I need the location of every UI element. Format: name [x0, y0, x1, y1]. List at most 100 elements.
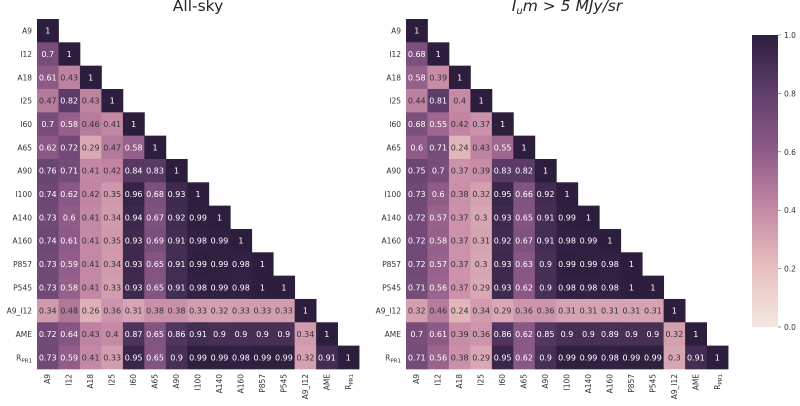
heatmap-cell-a9_i12-i100: [556, 298, 579, 323]
heatmap-cell-i25-i25: [101, 88, 124, 113]
x-tick-label-p857: P857: [258, 374, 267, 393]
cell-value-label: 0.37: [451, 167, 469, 176]
heatmap-cell-i25-a18: [448, 88, 471, 113]
cell-value-label: 0.65: [146, 283, 164, 292]
cell-value-label: 0.4: [106, 330, 119, 339]
heatmap-cell-a9_i12-a160: [599, 298, 622, 323]
cell-value-label: 1: [303, 307, 308, 316]
heatmap-cell-p545-a65: [144, 275, 167, 300]
x-tick-label-a140: A140: [584, 374, 593, 394]
cell-value-label: 0.31: [125, 307, 143, 316]
cell-value-label: 0.98: [232, 353, 250, 362]
y-tick-label-a160: A160: [13, 237, 33, 246]
heatmap-cell-ame-i100: [187, 322, 210, 347]
x-tick-label-rpr1: RPR1: [344, 374, 355, 390]
heatmap-cell-ame-a160: [230, 322, 253, 347]
heatmap-cell-a160-a9: [37, 228, 59, 253]
heatmap-cell-a18-i12: [427, 65, 450, 90]
heatmap-cell-a9_i12-a18: [448, 298, 471, 323]
heatmap-cell-i60-a9: [37, 112, 59, 137]
heatmap-cell-ame-a140: [208, 322, 231, 347]
cell-value-label: 0.41: [82, 237, 100, 246]
y-tick-label-a9_i12: A9_I12: [376, 307, 402, 316]
cell-value-label: 0.99: [580, 353, 598, 362]
cell-value-label: 0.67: [146, 213, 164, 222]
heatmap-cell-a65-a65: [144, 135, 167, 160]
x-tick-label-i100: I100: [563, 374, 572, 391]
heatmap-cell-i100-a9: [406, 182, 428, 207]
cell-value-label: 0.93: [494, 260, 512, 269]
cell-value-label: 0.37: [451, 213, 469, 222]
heatmap-cell-a9_i12-a65: [144, 298, 167, 323]
heatmap-cell-i100-a90: [534, 182, 557, 207]
cell-value-label: 1: [324, 330, 329, 339]
heatmap-cell-ame-ame: [685, 322, 707, 347]
heatmap-cell-a160-a140: [577, 228, 600, 253]
heatmap-cell-a9_i12-a140: [208, 298, 231, 323]
cell-value-label: 0.26: [82, 307, 100, 316]
cell-value-label: 0.62: [60, 190, 78, 199]
cell-value-label: 0.7: [41, 50, 54, 59]
y-tick-label-rpr1: RPR1: [385, 353, 401, 364]
heatmap-cell-a90-i25: [101, 158, 124, 183]
cell-value-label: 1: [110, 97, 115, 106]
cell-value-label: 0.99: [558, 260, 576, 269]
heatmap-cell-i25-i25: [470, 88, 493, 113]
cell-value-label: 0.98: [601, 283, 619, 292]
cell-value-label: 0.99: [211, 260, 229, 269]
cell-value-label: 1: [131, 120, 136, 129]
heatmap-cell-a90-a65: [513, 158, 536, 183]
heatmap-cell-p545-p545: [273, 275, 296, 300]
heatmap-cell-a90-i12: [58, 158, 81, 183]
heatmap-cell-a65-a18: [448, 135, 471, 160]
cell-value-label: 0.65: [146, 353, 164, 362]
cell-value-label: 0.91: [168, 283, 186, 292]
x-tick-label-a160: A160: [236, 374, 245, 394]
cell-value-label: 0.24: [451, 143, 469, 152]
y-tick-label-a9: A9: [391, 27, 401, 36]
x-tick-label-rpr1: RPR1: [713, 374, 724, 390]
cell-value-label: 0.71: [408, 283, 426, 292]
x-tick-label-a9: A9: [412, 374, 421, 384]
heatmap-cell-a9_i12-a9: [37, 298, 59, 323]
heatmap-cell-a9_i12-a160: [230, 298, 253, 323]
cell-value-label: 1: [195, 190, 200, 199]
heatmap-cell-p545-a160: [230, 275, 253, 300]
heatmap-cell-a9_i12-a65: [513, 298, 536, 323]
cell-value-label: 0.69: [146, 237, 164, 246]
cell-value-label: 0.93: [494, 283, 512, 292]
heatmap-cell-p857-p857: [620, 252, 643, 277]
cell-value-label: 0.29: [82, 143, 100, 152]
heatmap-cell-a9_i12-i12: [58, 298, 81, 323]
heatmap-cell-r_pr1-a18: [79, 345, 102, 370]
heatmap-cell-r_pr1-i100: [187, 345, 210, 370]
cell-value-label: 0.65: [146, 260, 164, 269]
cell-value-label: 0.34: [103, 260, 121, 269]
heatmap-cell-r_pr1-a90: [165, 345, 188, 370]
x-tick-label-ame: AME: [322, 374, 331, 391]
y-tick-label-p545: P545: [382, 283, 401, 292]
cell-value-label: 0.58: [60, 120, 78, 129]
heatmap-cell-p545-a18: [79, 275, 102, 300]
y-tick-label-a9_i12: A9_I12: [7, 307, 33, 316]
heatmap-cell-p545-a140: [577, 275, 600, 300]
heatmap-cell-a160-i25: [101, 228, 124, 253]
cell-value-label: 0.72: [408, 260, 426, 269]
cell-value-label: 0.99: [254, 353, 272, 362]
cell-value-label: 1: [88, 73, 93, 82]
heatmap-cell-a90-i60: [122, 158, 145, 183]
heatmap-cell-i25-a9: [37, 88, 59, 113]
cell-value-label: 0.38: [451, 190, 469, 199]
cell-value-label: 0.98: [601, 260, 619, 269]
heatmap-cell-a65-i25: [101, 135, 124, 160]
y-tick-label-i60: I60: [20, 120, 32, 129]
heatmap-cell-p857-a65: [144, 252, 167, 277]
heatmap-cell-a9_i12-a140: [577, 298, 600, 323]
y-tick-label-i12: I12: [389, 50, 401, 59]
heatmap-cell-p857-a90: [534, 252, 557, 277]
heatmap-cell-p545-i100: [556, 275, 579, 300]
heatmap-cell-p545-i25: [101, 275, 124, 300]
heatmap-cell-r_pr1-i12: [427, 345, 450, 370]
cell-value-label: 0.62: [39, 143, 57, 152]
